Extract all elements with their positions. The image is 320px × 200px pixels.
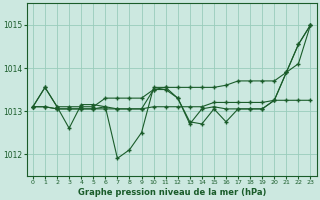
X-axis label: Graphe pression niveau de la mer (hPa): Graphe pression niveau de la mer (hPa)	[77, 188, 266, 197]
